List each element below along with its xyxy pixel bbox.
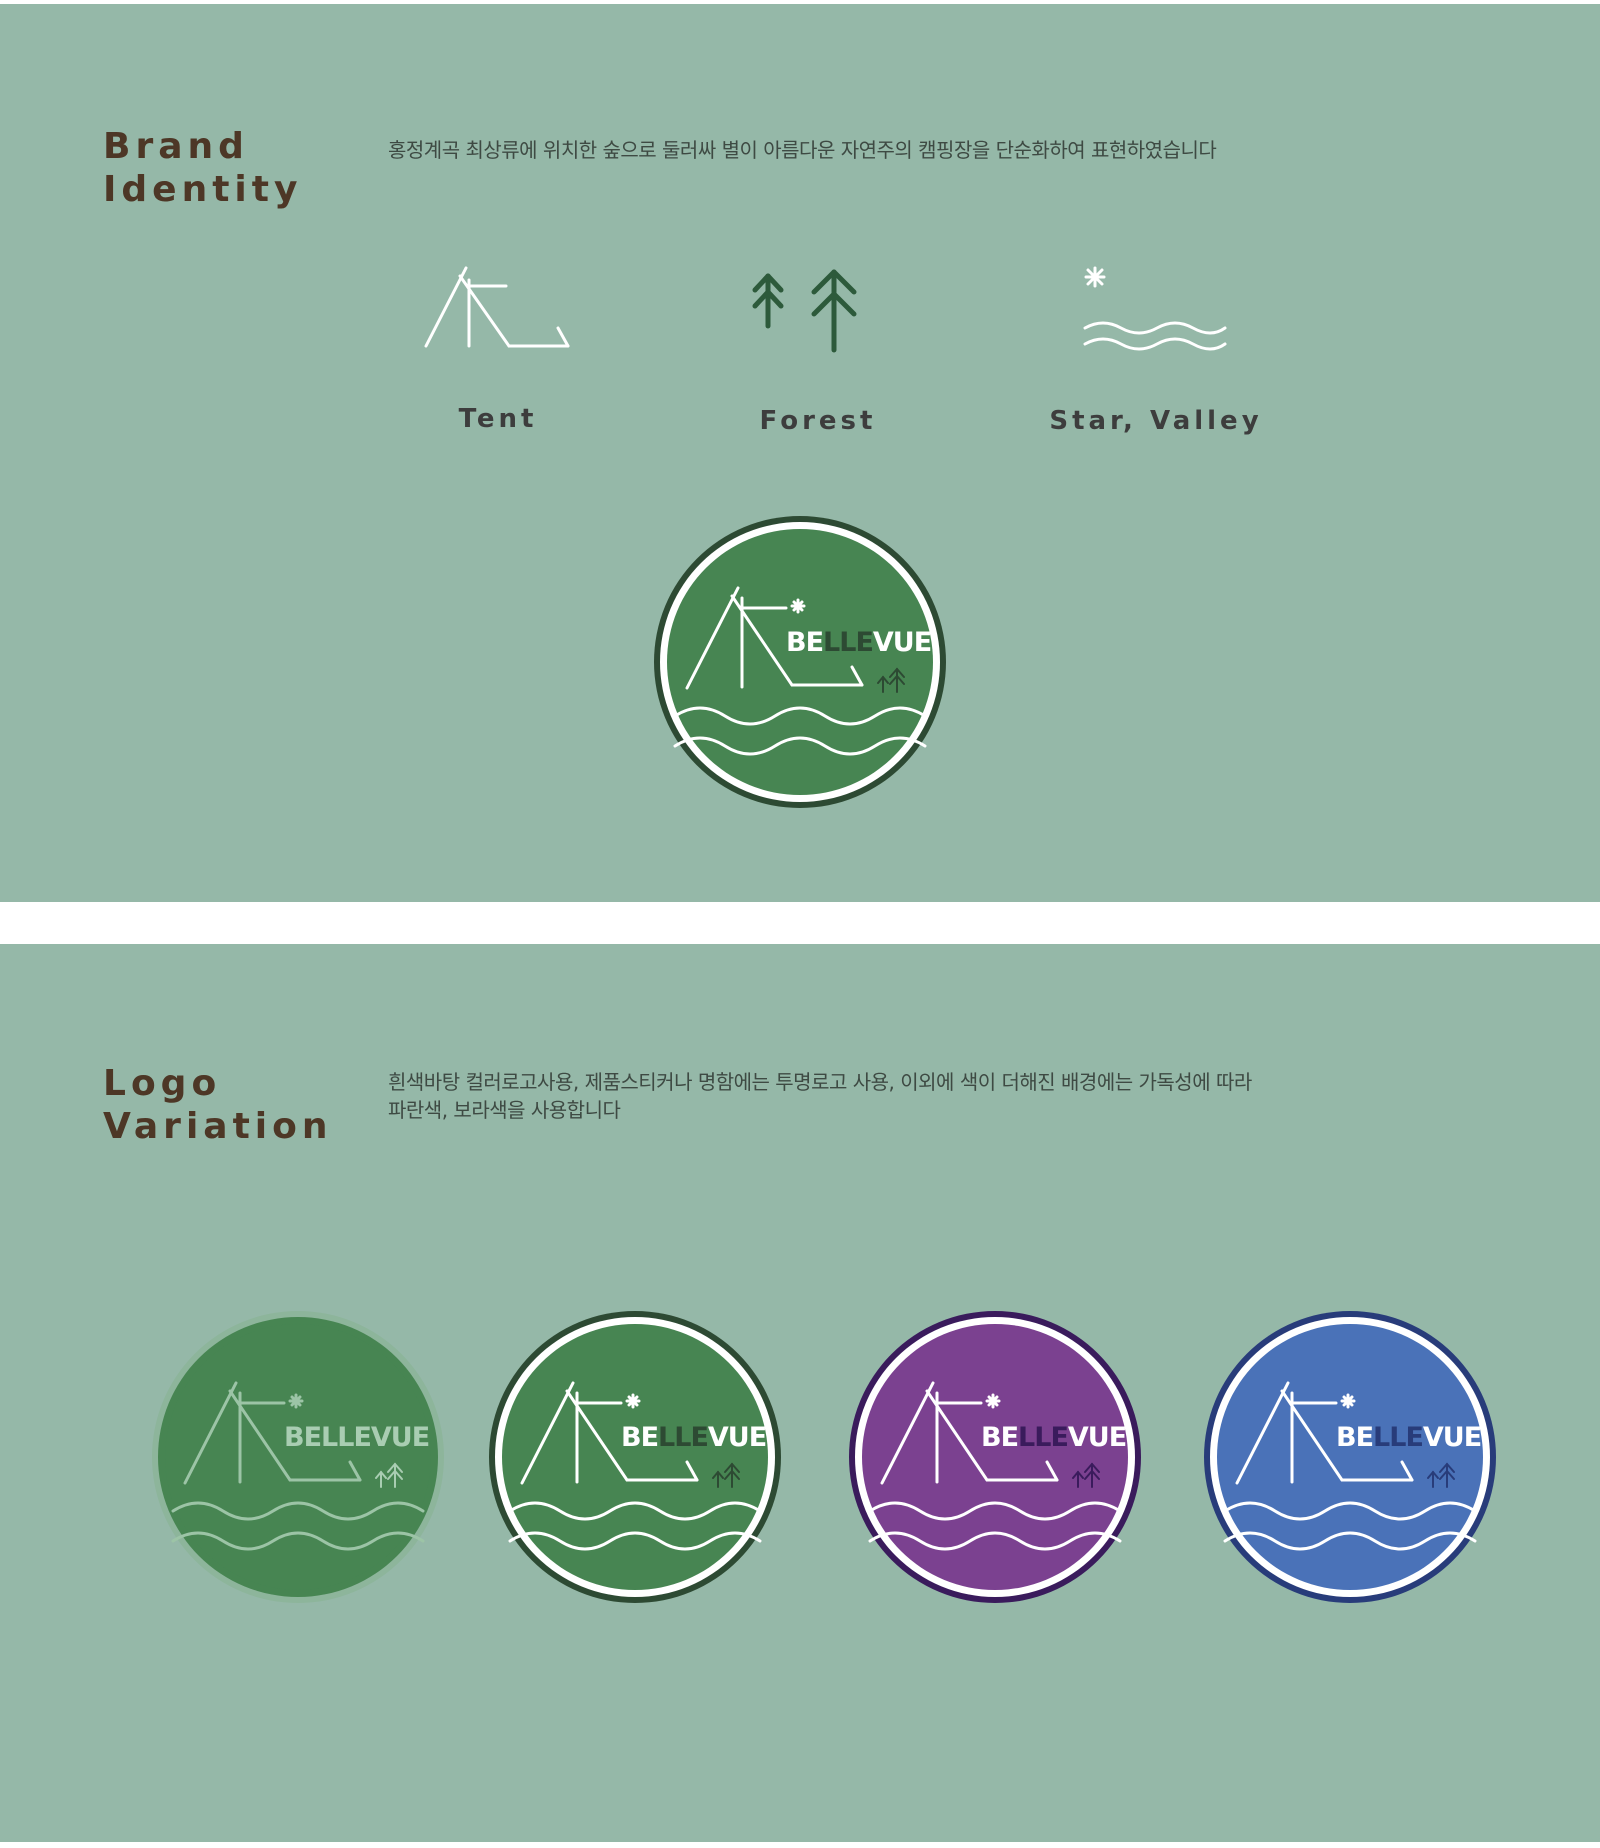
tent-caption: Tent: [458, 404, 538, 434]
logo-wordmark: BELLEVUE: [981, 1422, 1126, 1453]
logo-variation-description: 흰색바탕 컬러로고사용, 제품스티커나 명함에는 투명로고 사용, 이외에 색이…: [388, 1068, 1448, 1124]
logo-wordmark: BELLEVUE: [621, 1422, 766, 1453]
logo-wordmark: BELLEVUE: [786, 627, 931, 658]
description-line-2: 파란색, 보라색을 사용합니다: [388, 1098, 621, 1122]
logo-wordmark: BELLEVUE: [1336, 1422, 1481, 1453]
logo-variation-panel: Logo Variation 흰색바탕 컬러로고사용, 제품스티커나 명함에는 …: [0, 944, 1600, 1842]
logo-variant-blue: BELLEVUE: [1204, 1311, 1496, 1603]
star-waves-icon: [1083, 266, 1227, 351]
bellevue-main-logo: BELLEVUE: [654, 516, 946, 808]
trees-icon: [752, 269, 857, 353]
logo-variant-purple: BELLEVUE: [849, 1311, 1141, 1603]
brand-identity-title: Brand Identity: [103, 125, 302, 211]
title-line-1: Logo: [103, 1063, 222, 1104]
forest-caption: Forest: [759, 406, 877, 436]
star-valley-caption: Star, Valley: [1049, 406, 1263, 436]
tent-icon: [424, 266, 570, 348]
logo-wordmark: BELLEVUE: [284, 1422, 429, 1453]
description-line-1: 흰색바탕 컬러로고사용, 제품스티커나 명함에는 투명로고 사용, 이외에 색이…: [388, 1070, 1252, 1094]
brand-identity-panel: Brand Identity 홍정계곡 최상류에 위치한 숲으로 둘러싸 별이 …: [0, 4, 1600, 902]
title-line-1: Brand: [103, 126, 249, 167]
logo-variant-green: BELLEVUE: [489, 1311, 781, 1603]
brand-identity-description: 홍정계곡 최상류에 위치한 숲으로 둘러싸 별이 아름다운 자연주의 캠핑장을 …: [388, 138, 1217, 162]
title-line-2: Identity: [103, 169, 303, 210]
logo-variant-transparent: BELLEVUE: [152, 1311, 444, 1603]
title-line-2: Variation: [103, 1106, 333, 1147]
logo-variation-title: Logo Variation: [103, 1062, 332, 1148]
